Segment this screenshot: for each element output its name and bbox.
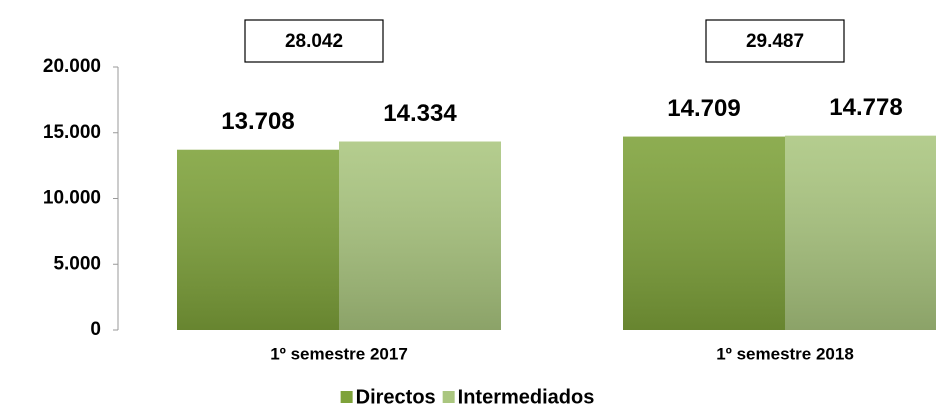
total-box	[244, 19, 384, 63]
bar-shade	[339, 141, 501, 330]
bar-shade	[785, 135, 936, 330]
legend-label: Directos	[356, 386, 436, 408]
x-tick-label: 1º semestre 2017	[270, 344, 408, 363]
y-tick-label: 5.000	[53, 253, 101, 274]
value-label: 14.709	[667, 95, 740, 122]
legend-swatch	[340, 391, 353, 403]
total-box	[705, 19, 845, 63]
value-label: 14.778	[829, 94, 902, 121]
y-tick-label: 15.000	[43, 122, 101, 143]
total-label: 28.042	[285, 31, 343, 52]
value-label: 14.334	[383, 100, 457, 127]
bar-shade	[623, 136, 785, 330]
y-tick-label: 0	[90, 319, 101, 340]
bar-shade	[177, 149, 339, 330]
value-label: 13.708	[221, 108, 294, 135]
total-label: 29.487	[746, 31, 804, 52]
x-tick-label: 1º semestre 2018	[716, 344, 854, 363]
legend-swatch	[442, 391, 455, 403]
legend-label: Intermediados	[458, 386, 595, 408]
y-tick-label: 20.000	[43, 56, 101, 77]
y-tick-label: 10.000	[43, 188, 101, 209]
